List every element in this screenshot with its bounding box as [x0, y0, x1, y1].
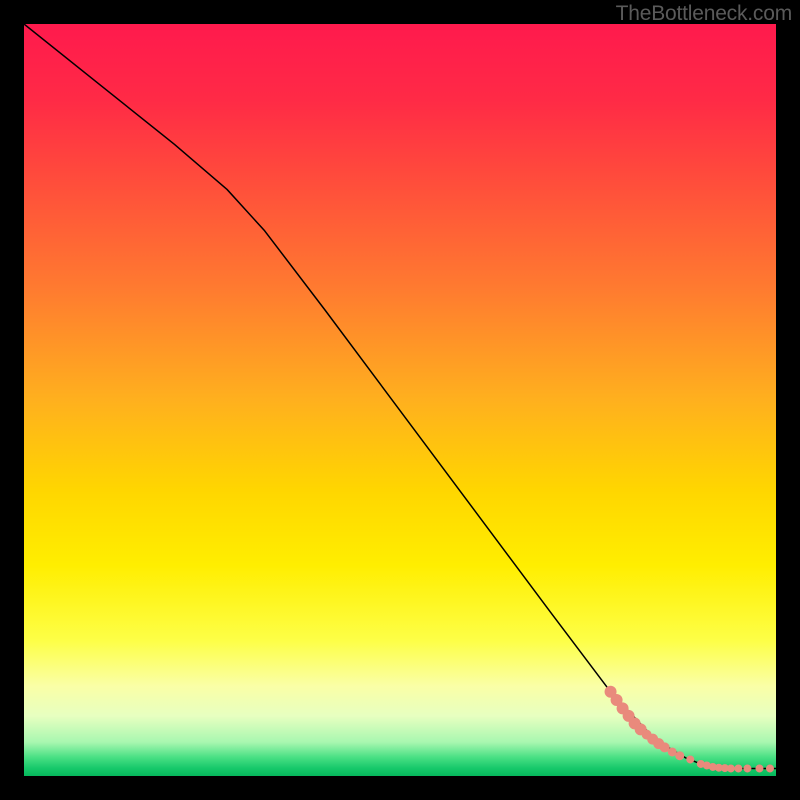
watermark-text: TheBottleneck.com — [616, 2, 792, 26]
chart-marker — [660, 743, 669, 752]
chart-marker — [668, 748, 676, 756]
chart-svg — [24, 24, 776, 776]
chart-marker — [735, 765, 742, 772]
chart-plot-area — [24, 24, 776, 776]
chart-marker — [687, 756, 694, 763]
chart-marker — [676, 752, 684, 760]
chart-marker — [756, 765, 763, 772]
chart-marker — [766, 765, 773, 772]
chart-marker — [727, 765, 734, 772]
chart-background — [24, 24, 776, 776]
chart-marker — [744, 765, 751, 772]
